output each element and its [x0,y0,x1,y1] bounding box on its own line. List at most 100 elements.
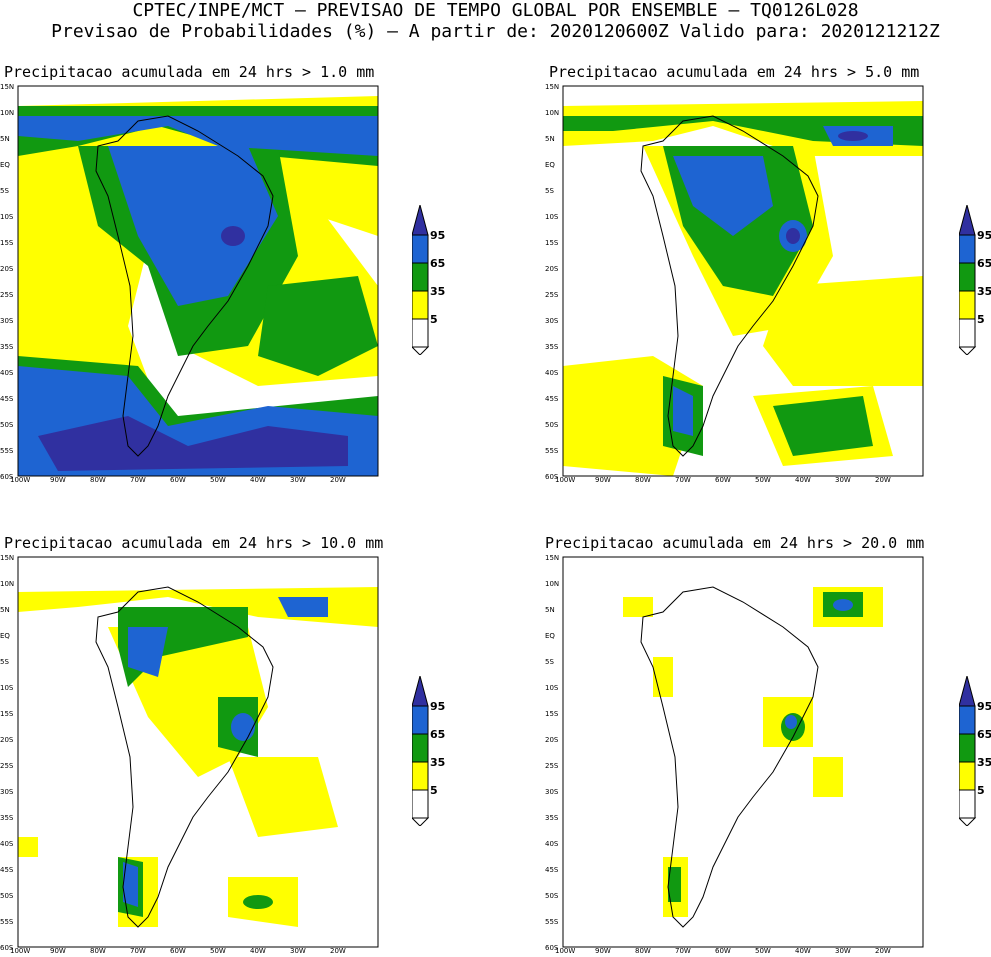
lat-axis: 15N 10N 5N EQ 5S 10S 15S 20S 25S 30S 35S 40S 45S 50S 5… [545,554,559,952]
lat-label: 5S [0,658,9,666]
colorbar-label: 35 [977,285,991,298]
lon-label: 70W [675,476,691,484]
lon-label: 90W [595,476,611,484]
lon-label: 70W [130,476,146,484]
lat-label: 10N [0,109,14,117]
colorbar-label: 65 [430,257,445,270]
lon-label: 20W [330,476,346,484]
colorbar-legend-4: 95 65 35 5 [957,674,991,830]
colorbar-bottom-arrow [410,817,430,827]
colorbar-bottom-arrow [957,346,977,356]
lat-label: 60S [0,944,14,952]
lat-label: 45S [0,395,14,403]
lon-label: 30W [835,476,851,484]
lat-label: 15N [0,83,14,91]
lat-label: EQ [545,632,555,640]
colorbar-label: 95 [430,229,445,242]
lat-label: 10S [545,213,559,221]
lat-label: 45S [545,395,559,403]
colorbar-label: 95 [977,700,991,713]
colorbar-label: 5 [977,784,985,797]
map-panel-2: 15N 10N 5N EQ 5S 10S 15S 20S 25S 30S 35S 40S 45S 50S 5… [545,82,927,486]
lat-label: 55S [545,918,559,926]
lon-label: 70W [130,947,146,955]
map-panel-1: 15N 10N 5N EQ 5S 10S 15S 20S 25S 30S 35S 40S 45S 50S 5… [0,82,382,486]
lat-label: 15S [0,710,14,718]
colorbar-label: 35 [977,756,991,769]
lon-label: 90W [595,947,611,955]
lat-label: 25S [0,762,14,770]
lat-label: 15S [0,239,14,247]
colorbar-segment [411,761,429,791]
lat-label: 60S [545,473,559,481]
panel-title-1: Precipitacao acumulada em 24 hrs > 1.0 m… [4,63,375,81]
lon-label: 100W [10,476,30,484]
lon-label: 50W [755,476,771,484]
colorbar-label: 65 [977,257,991,270]
colorbar-segment [958,789,976,819]
colorbar-top-arrow [958,674,976,707]
colorbar-label: 65 [977,728,991,741]
chart-header: CPTEC/INPE/MCT – PREVISAO DE TEMPO GLOBA… [0,0,991,42]
lon-label: 60W [170,947,186,955]
lat-label: 15N [0,554,14,562]
colorbar-label: 35 [430,285,445,298]
panel-title-3: Precipitacao acumulada em 24 hrs > 10.0 … [4,534,384,552]
lat-label: 15N [545,83,559,91]
colorbar-segment [958,262,976,292]
lon-label: 40W [250,476,266,484]
lon-label: 20W [330,947,346,955]
lon-label: 60W [715,947,731,955]
lat-label: 25S [545,762,559,770]
colorbar-segment [958,290,976,320]
lat-label: 10S [545,684,559,692]
colorbar-segment [411,318,429,348]
lon-label: 100W [555,947,575,955]
colorbar-top-arrow [411,203,429,236]
colorbar-segment [411,290,429,320]
lat-label: 5N [0,606,10,614]
lat-label: 5N [0,135,10,143]
lat-label: 30S [545,788,559,796]
lat-label: EQ [0,632,10,640]
lat-axis: 15N 10N 5N EQ 5S 10S 15S 20S 25S 30S 35S 40S 45S 50S 5… [545,83,559,481]
lat-label: 15N [545,554,559,562]
lat-label: 5S [545,187,554,195]
lon-label: 90W [50,947,66,955]
colorbar-label: 35 [430,756,445,769]
lon-label: 40W [795,476,811,484]
lat-label: 35S [0,343,14,351]
lon-axis: 100W 90W 80W 70W 60W 50W 40W 30W 20W [10,947,346,955]
lat-label: 5N [545,135,555,143]
map-panel-3: 15N 10N 5N EQ 5S 10S 15S 20S 25S 30S 35S 40S 45S 50S 5… [0,553,382,957]
lon-label: 50W [755,947,771,955]
lon-label: 80W [635,476,651,484]
lat-label: 15S [545,710,559,718]
colorbar-segment [958,705,976,735]
colorbar-label: 95 [430,700,445,713]
colorbar-segment [958,318,976,348]
lat-label: 40S [545,840,559,848]
header-line-2: Previsao de Probabilidades (%) – A parti… [51,21,940,42]
lon-label: 20W [875,476,891,484]
lon-label: 80W [635,947,651,955]
lon-label: 20W [875,947,891,955]
lat-axis: 15N 10N 5N EQ 5S 10S 15S 20S 25S 30S 35S 40S 45S 50S 5… [0,554,14,952]
colorbar-legend-1: 95 65 35 5 [410,203,462,359]
colorbar-bottom-arrow [410,346,430,356]
lat-label: EQ [0,161,10,169]
lat-label: 25S [0,291,14,299]
colorbar-legend-2: 95 65 35 5 [957,203,991,359]
lat-label: 30S [0,788,14,796]
lat-label: 20S [0,736,14,744]
lon-label: 70W [675,947,691,955]
lon-label: 50W [210,476,226,484]
lat-label: 10N [0,580,14,588]
lat-label: 30S [0,317,14,325]
lat-label: 20S [545,736,559,744]
colorbar-segment [411,705,429,735]
lon-label: 90W [50,476,66,484]
lat-label: EQ [545,161,555,169]
lat-label: 50S [545,421,559,429]
lon-label: 60W [715,476,731,484]
